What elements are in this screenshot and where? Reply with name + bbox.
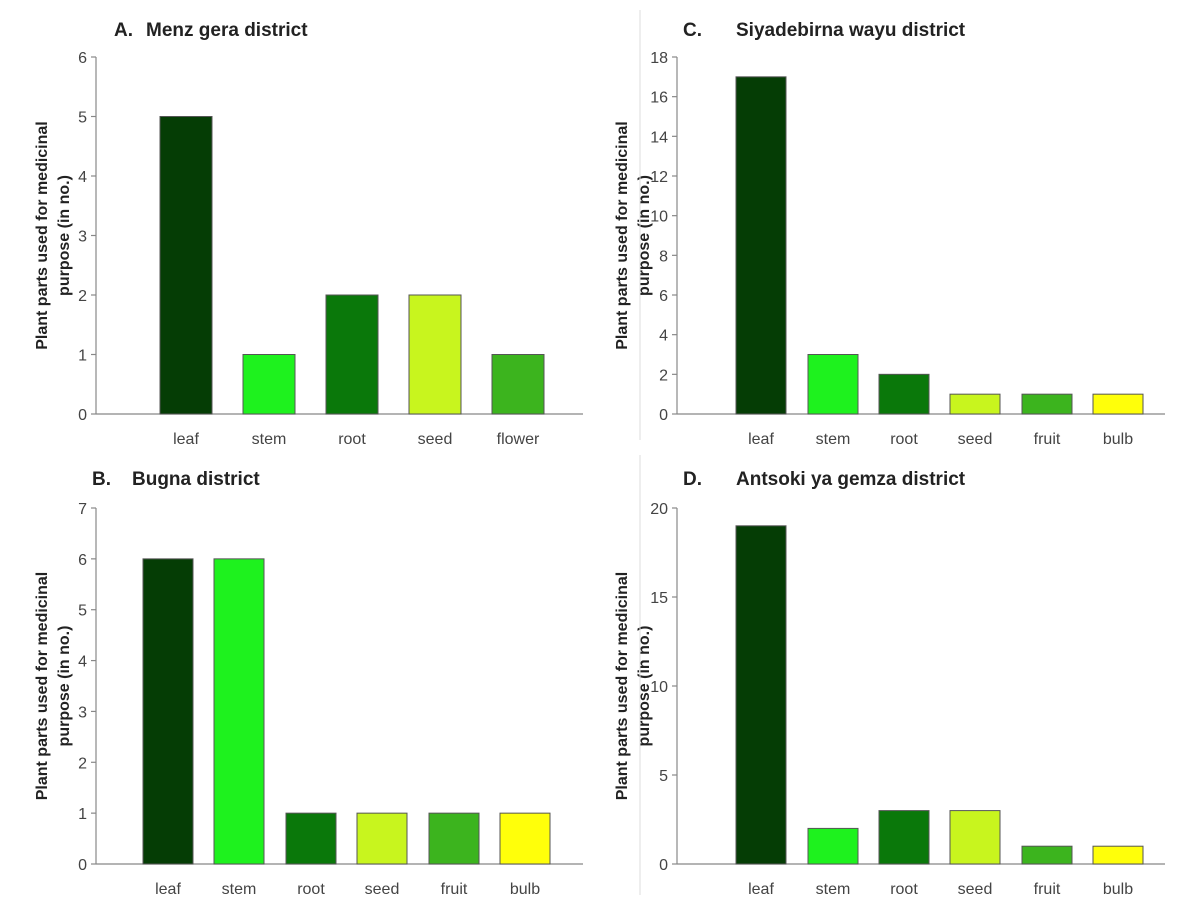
panel-letter: D.	[683, 469, 702, 490]
y-axis-title-line2: purpose (in no.)	[636, 626, 653, 747]
y-tick-label: 10	[650, 209, 668, 226]
bar-flower	[491, 354, 545, 415]
x-tick-label: fruit	[1034, 881, 1061, 898]
panel-letter: C.	[683, 20, 702, 41]
y-tick-label: 2	[659, 367, 668, 384]
x-tick-label: leaf	[155, 881, 181, 898]
y-tick-label: 5	[78, 110, 87, 127]
y-axis-title-line1: Plant parts used for medicinal	[614, 121, 631, 350]
x-tick-label: root	[890, 881, 918, 898]
bar-leaf	[735, 76, 787, 415]
y-tick-label: 0	[659, 407, 668, 424]
bar-fruit	[1021, 845, 1073, 865]
bar-root	[878, 810, 930, 865]
y-tick-label: 0	[659, 857, 668, 874]
y-tick-label: 5	[78, 603, 87, 620]
bar-seed	[949, 393, 1001, 415]
bar-stem	[242, 354, 296, 415]
y-tick-label: 6	[78, 50, 87, 67]
y-axis-title-line2: purpose (in no.)	[56, 626, 73, 747]
x-tick-label: root	[338, 431, 366, 448]
x-tick-label: stem	[816, 431, 851, 448]
y-tick-label: 0	[78, 407, 87, 424]
x-tick-label: fruit	[441, 881, 468, 898]
y-tick-label: 7	[78, 501, 87, 518]
bar-seed	[408, 294, 462, 415]
y-tick-label: 12	[650, 169, 668, 186]
x-tick-label: stem	[252, 431, 287, 448]
chart-title: Bugna district	[132, 469, 260, 490]
x-tick-label: bulb	[510, 881, 540, 898]
y-axis-title-line2: purpose (in no.)	[636, 175, 653, 296]
bar-bulb	[1092, 845, 1144, 865]
x-tick-label: seed	[418, 431, 453, 448]
bar-seed	[356, 812, 408, 865]
x-tick-label: fruit	[1034, 431, 1061, 448]
y-tick-label: 1	[78, 348, 87, 365]
y-tick-label: 20	[650, 501, 668, 518]
bar-bulb	[1092, 393, 1144, 415]
x-tick-label: seed	[365, 881, 400, 898]
bar-fruit	[428, 812, 480, 865]
bar-fruit	[1021, 393, 1073, 415]
x-tick-label: seed	[958, 881, 993, 898]
y-tick-label: 6	[659, 288, 668, 305]
y-axis-title-line2: purpose (in no.)	[56, 175, 73, 296]
bar-root	[878, 373, 930, 415]
chart-panel-3: C. Siyadebirna wayu district 0 2 4 6 8 10 12 14 16…	[614, 20, 1165, 448]
y-axis-title-line1: Plant parts used for medicinal	[34, 121, 51, 350]
bar-leaf	[735, 525, 787, 865]
y-tick-label: 5	[659, 768, 668, 785]
y-tick-label: 10	[650, 679, 668, 696]
bar-stem	[807, 827, 859, 865]
panel-letter: A.	[114, 20, 133, 41]
y-axis-title-line1: Plant parts used for medicinal	[34, 572, 51, 801]
chart-panel-2: B. Bugna district 0 1 2 3 4 5 6 7 leaf stem root seed…	[34, 469, 583, 898]
y-tick-label: 0	[78, 857, 87, 874]
y-tick-label: 6	[78, 552, 87, 569]
y-tick-label: 16	[650, 90, 668, 107]
bar-stem	[807, 354, 859, 415]
bar-root	[325, 294, 379, 415]
bar-leaf	[159, 116, 213, 415]
chart-panel-4: D. Antsoki ya gemza district 0 5 10 15 20 leaf s…	[614, 469, 1165, 898]
y-tick-label: 1	[78, 806, 87, 823]
y-tick-label: 18	[650, 50, 668, 67]
y-tick-label: 2	[78, 288, 87, 305]
chart-title: Antsoki ya gemza district	[736, 469, 966, 490]
x-tick-label: bulb	[1103, 881, 1133, 898]
bar-bulb	[499, 812, 551, 865]
bar-seed	[949, 810, 1001, 865]
y-tick-label: 14	[650, 129, 668, 146]
panel-letter: B.	[92, 469, 111, 490]
bar-leaf	[142, 558, 194, 865]
bar-stem	[213, 558, 265, 865]
y-tick-label: 8	[659, 248, 668, 265]
x-tick-label: root	[297, 881, 325, 898]
x-tick-label: flower	[497, 431, 540, 448]
y-tick-label: 4	[78, 654, 87, 671]
x-tick-label: leaf	[173, 431, 199, 448]
x-tick-label: leaf	[748, 431, 774, 448]
y-tick-label: 4	[78, 169, 87, 186]
chart-title: Menz gera district	[146, 20, 308, 41]
x-tick-label: stem	[816, 881, 851, 898]
y-tick-label: 4	[659, 328, 668, 345]
y-tick-label: 2	[78, 755, 87, 772]
x-tick-label: bulb	[1103, 431, 1133, 448]
x-tick-label: root	[890, 431, 918, 448]
x-tick-label: leaf	[748, 881, 774, 898]
bar-root	[285, 812, 337, 865]
chart-title: Siyadebirna wayu district	[736, 20, 966, 41]
y-tick-label: 3	[78, 704, 87, 721]
y-tick-label: 15	[650, 590, 668, 607]
y-axis-title-line1: Plant parts used for medicinal	[614, 572, 631, 801]
x-tick-label: seed	[958, 431, 993, 448]
chart-panel-1: A. Menz gera district 0 1 2 3 4 5 6 leaf stem root s…	[34, 20, 583, 448]
x-tick-label: stem	[222, 881, 257, 898]
y-tick-label: 3	[78, 229, 87, 246]
